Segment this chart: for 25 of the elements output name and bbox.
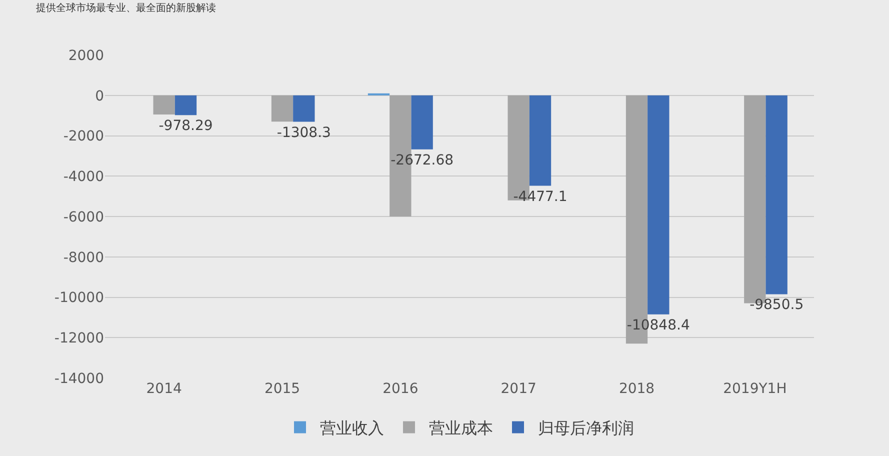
data-label: -4477.1 bbox=[513, 188, 568, 205]
y-tick-label: 0 bbox=[95, 88, 104, 104]
x-tick-label: 2015 bbox=[264, 381, 300, 397]
data-label: -9850.5 bbox=[750, 297, 804, 314]
y-tick-label: -2000 bbox=[63, 128, 104, 145]
data-label: -2672.68 bbox=[390, 152, 454, 168]
x-tick-label: 2018 bbox=[618, 381, 655, 397]
legend-label: 归母后净利润 bbox=[538, 418, 634, 438]
x-tick-label: 2014 bbox=[146, 381, 182, 397]
y-tick-label: -12000 bbox=[54, 330, 104, 347]
y-tick-label: -6000 bbox=[63, 209, 104, 226]
data-label: -10848.4 bbox=[626, 317, 690, 334]
legend-label: 营业收入 bbox=[320, 418, 384, 438]
data-label: -978.29 bbox=[158, 118, 213, 134]
y-tick-label: -8000 bbox=[63, 250, 104, 266]
y-tick-label: -10000 bbox=[54, 290, 104, 306]
y-tick-label: -4000 bbox=[63, 169, 104, 186]
x-tick-label: 2019Y1H bbox=[723, 381, 787, 397]
y-tick-label: -14000 bbox=[54, 370, 104, 387]
x-tick-label: 2017 bbox=[500, 381, 536, 397]
y-tick-label: 2000 bbox=[68, 48, 104, 64]
chart-subtitle: 提供全球市场最专业、最全面的新股解读 bbox=[36, 2, 216, 14]
legend-label: 营业成本 bbox=[429, 418, 493, 438]
data-label: -1308.3 bbox=[276, 124, 331, 141]
x-tick-label: 2016 bbox=[382, 381, 418, 397]
